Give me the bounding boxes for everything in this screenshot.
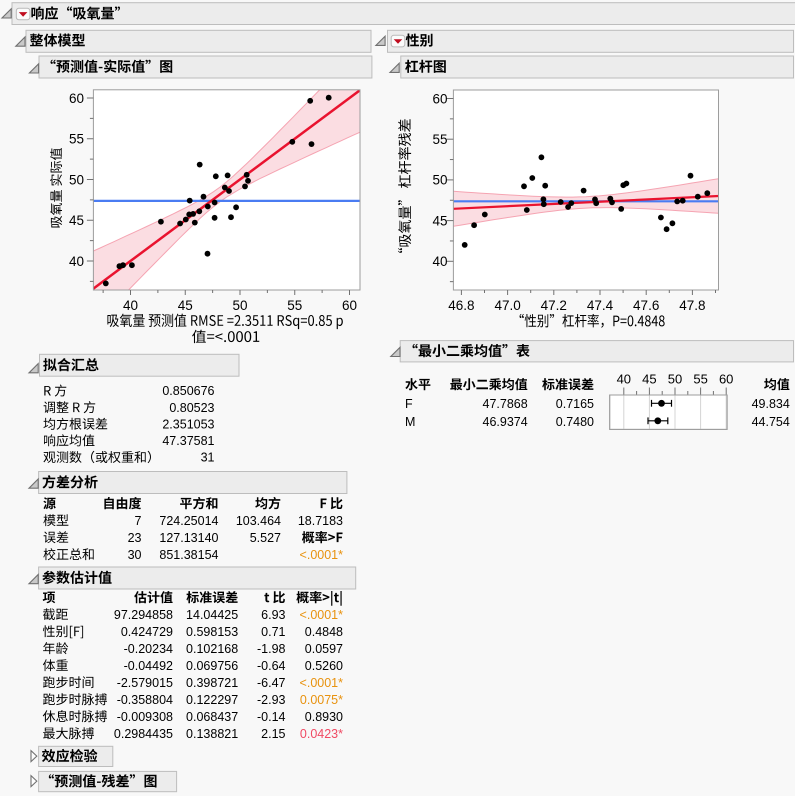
svg-text:60: 60: [432, 91, 447, 106]
svg-text:0.2984435: 0.2984435: [114, 727, 173, 741]
svg-text:40: 40: [123, 298, 138, 313]
svg-text:<.0001*: <.0001*: [300, 676, 344, 690]
svg-text:40: 40: [617, 372, 631, 387]
svg-text:23: 23: [128, 531, 142, 545]
svg-text:0.8930: 0.8930: [305, 710, 343, 724]
svg-text:-1.98: -1.98: [257, 642, 286, 656]
svg-text:0.7165: 0.7165: [556, 397, 594, 411]
svg-text:-0.04492: -0.04492: [124, 659, 173, 673]
svg-text:14.04425: 14.04425: [186, 608, 238, 622]
svg-text:47.6: 47.6: [633, 298, 659, 313]
svg-text:47.0: 47.0: [494, 298, 520, 313]
svg-text:45: 45: [432, 213, 447, 228]
svg-text:60: 60: [342, 298, 357, 313]
svg-text:-0.20234: -0.20234: [124, 642, 173, 656]
svg-text:47.2: 47.2: [541, 298, 567, 313]
svg-text:46.8: 46.8: [448, 298, 474, 313]
svg-text:97.294858: 97.294858: [114, 608, 173, 622]
svg-text:127.13140: 127.13140: [159, 531, 218, 545]
svg-text:47.4: 47.4: [587, 298, 614, 313]
svg-text:0.138821: 0.138821: [186, 727, 238, 741]
svg-text:0.5260: 0.5260: [305, 659, 343, 673]
svg-text:40: 40: [69, 254, 84, 269]
svg-text:45: 45: [178, 298, 193, 313]
svg-text:40: 40: [432, 254, 447, 269]
svg-text:0.398721: 0.398721: [186, 676, 238, 690]
svg-text:0.850676: 0.850676: [162, 384, 214, 398]
svg-text:45: 45: [69, 213, 84, 228]
svg-text:<.0001*: <.0001*: [300, 608, 344, 622]
svg-text:50: 50: [232, 298, 247, 313]
svg-text:0.122297: 0.122297: [186, 693, 238, 707]
svg-text:M: M: [405, 415, 415, 429]
svg-text:47.7868: 47.7868: [483, 397, 528, 411]
svg-text:-0.14: -0.14: [257, 710, 286, 724]
svg-text:2.15: 2.15: [261, 727, 285, 741]
svg-text:0.0423*: 0.0423*: [300, 727, 343, 741]
svg-text:-6.47: -6.47: [257, 676, 286, 690]
svg-text:0.4848: 0.4848: [305, 625, 343, 639]
svg-text:60: 60: [719, 372, 733, 387]
svg-text:7: 7: [135, 514, 142, 528]
svg-text:-2.579015: -2.579015: [117, 676, 173, 690]
svg-text:50: 50: [69, 172, 84, 187]
svg-text:55: 55: [432, 132, 447, 147]
svg-text:724.25014: 724.25014: [159, 514, 218, 528]
svg-text:0.0597: 0.0597: [305, 642, 343, 656]
svg-text:6.93: 6.93: [261, 608, 285, 622]
svg-text:0.71: 0.71: [261, 625, 285, 639]
svg-text:-0.358804: -0.358804: [117, 693, 173, 707]
svg-text:<.0001*: <.0001*: [300, 548, 344, 562]
svg-text:44.754: 44.754: [752, 415, 790, 429]
svg-text:-2.93: -2.93: [257, 693, 286, 707]
svg-text:55: 55: [287, 298, 302, 313]
svg-text:0.0075*: 0.0075*: [300, 693, 343, 707]
svg-text:0.598153: 0.598153: [186, 625, 238, 639]
svg-text:47.8: 47.8: [679, 298, 705, 313]
svg-text:45: 45: [642, 372, 656, 387]
svg-text:46.9374: 46.9374: [483, 415, 528, 429]
svg-text:31: 31: [201, 451, 215, 465]
svg-text:60: 60: [69, 91, 84, 106]
svg-text:2.351053: 2.351053: [162, 417, 214, 431]
svg-text:0.80523: 0.80523: [169, 401, 214, 415]
svg-text:55: 55: [693, 372, 707, 387]
svg-text:18.7183: 18.7183: [298, 514, 343, 528]
svg-text:0.424729: 0.424729: [121, 625, 173, 639]
svg-text:5.527: 5.527: [250, 531, 281, 545]
svg-text:103.464: 103.464: [236, 514, 281, 528]
svg-text:47.37581: 47.37581: [162, 434, 214, 448]
svg-text:55: 55: [69, 132, 84, 147]
svg-text:-0.64: -0.64: [257, 659, 286, 673]
svg-text:50: 50: [432, 173, 447, 188]
svg-text:0.069756: 0.069756: [186, 659, 238, 673]
svg-text:50: 50: [668, 372, 682, 387]
svg-text:0.102168: 0.102168: [186, 642, 238, 656]
svg-text:851.38154: 851.38154: [159, 548, 218, 562]
svg-text:49.834: 49.834: [752, 397, 790, 411]
svg-text:F: F: [405, 397, 413, 411]
svg-text:0.068437: 0.068437: [186, 710, 238, 724]
svg-text:30: 30: [128, 548, 142, 562]
svg-text:0.7480: 0.7480: [556, 415, 594, 429]
svg-text:-0.009308: -0.009308: [117, 710, 173, 724]
